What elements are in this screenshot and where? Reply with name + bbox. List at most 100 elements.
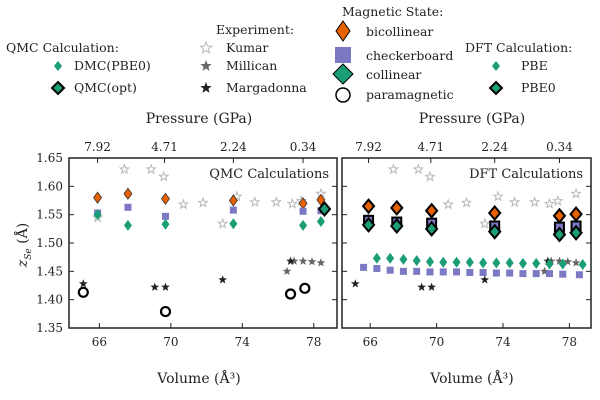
point-margadonna	[218, 275, 228, 284]
point-pbe0-collinear	[487, 223, 502, 240]
point-margadonna	[286, 256, 295, 265]
point-margadonna	[480, 275, 490, 284]
legend-qmc: QMC Calculation: DMC(PBE0) QMC(opt)	[6, 40, 151, 96]
point-pbe0-bicollinear	[424, 202, 439, 219]
point-dmc-pbe0-collinear	[93, 209, 102, 221]
top-tick-label: 2.24	[481, 140, 508, 154]
top-tick-label: 4.71	[417, 140, 444, 154]
point-pbe-collinear	[425, 256, 434, 268]
y-tick-label: 1.50	[36, 236, 63, 250]
point-pbe0-collinear	[389, 217, 404, 235]
point-margadonna	[543, 256, 553, 265]
legend-bicollinear-marker	[335, 20, 351, 42]
dft-panel: DFT Calculations 66 70 74 78 7.92 4.71 2.24 0.34	[341, 140, 592, 349]
legend-millican-marker	[200, 60, 212, 71]
legend-pbe-label: PBE	[521, 58, 548, 73]
point-kumar	[177, 198, 190, 210]
point-dmc-pbe0-collinear	[161, 218, 170, 230]
point-millican	[289, 256, 299, 265]
right-x-axis-label: Volume (Å³)	[429, 369, 513, 387]
point-kumar	[249, 196, 261, 208]
point-pbe0-bicollinear	[361, 198, 376, 215]
point-pbe-collinear	[465, 256, 474, 268]
point-pbe-checkerboard	[373, 265, 381, 272]
point-pbe-checkerboard	[360, 263, 368, 271]
point-qmc-opt-paramagnetic	[284, 288, 297, 300]
legend-millican-label: Millican	[226, 58, 277, 73]
point-pbe-checkerboard	[426, 268, 434, 276]
point-millican	[282, 266, 292, 276]
point-pbe0-bicollinear	[487, 204, 502, 222]
point-pbe0-bicollinear	[389, 199, 404, 216]
legend-bicollinear-label: bicollinear	[366, 24, 433, 39]
point-dmc-pbe0-bicollinear	[123, 187, 133, 200]
legend-dft: DFT Calculation: PBE PBE0	[465, 40, 572, 96]
top-tick-label: 7.92	[355, 140, 382, 154]
point-kumar	[460, 196, 473, 208]
x-tick-label: 66	[92, 335, 107, 349]
legend-paramagnetic-marker	[335, 87, 351, 103]
point-kumar	[570, 187, 582, 199]
point-dmc-pbe0-collinear	[299, 219, 308, 231]
legend-magnetic-title: Magnetic State:	[342, 4, 443, 19]
point-pbe-collinear	[545, 258, 554, 270]
legend-dft-title: DFT Calculation:	[465, 40, 572, 55]
point-qmc-opt-paramagnetic	[299, 282, 311, 294]
point-pbe-collinear	[558, 258, 567, 270]
top-tick-label: 2.24	[220, 140, 247, 154]
point-kumar	[387, 163, 400, 175]
y-tick-label: 1.35	[36, 321, 63, 335]
point-pbe-checkerboard	[492, 269, 500, 277]
legend-checkerboard-marker	[335, 47, 351, 63]
point-pbe-checkerboard	[559, 270, 567, 278]
point-pbe-checkerboard	[575, 271, 583, 279]
point-millican	[316, 258, 326, 267]
x-tick-label: 74	[235, 335, 251, 349]
y-axis-label: zSe (Å)	[13, 223, 34, 268]
point-pbe0-bicollinear	[569, 206, 583, 223]
x-tick-label: 70	[163, 335, 178, 349]
point-qmc-opt-paramagnetic	[77, 286, 89, 298]
legend-magnetic: Magnetic State: bicollinear checkerboard…	[332, 4, 454, 103]
point-pbe-checkerboard	[413, 267, 421, 275]
left-top-axis-label: Pressure (GPa)	[146, 111, 252, 127]
point-pbe-checkerboard	[453, 268, 461, 276]
point-pbe-collinear	[372, 252, 381, 264]
point-millican	[571, 258, 581, 267]
point-kumar	[442, 198, 454, 210]
point-millican	[563, 257, 573, 266]
point-millican	[546, 256, 556, 265]
point-pbe-collinear	[492, 257, 501, 269]
plot-frame	[341, 157, 592, 329]
legend-paramagnetic-label: paramagnetic	[366, 87, 454, 102]
x-tick-label: 74	[495, 335, 511, 349]
point-dmc-pbe0-collinear	[123, 219, 132, 231]
point-kumar	[424, 170, 436, 182]
point-millican	[298, 256, 308, 265]
point-margadonna	[161, 282, 170, 291]
point-pbe-checkerboard	[519, 270, 527, 278]
point-pbe-checkerboard	[399, 267, 407, 275]
x-tick-label: 78	[562, 335, 577, 349]
point-kumar	[479, 217, 491, 229]
legend-pbe0-label: PBE0	[521, 80, 556, 95]
top-tick-label: 0.34	[290, 140, 317, 154]
top-tick-label: 0.34	[546, 140, 573, 154]
point-kumar	[492, 190, 504, 202]
point-pbe-checkerboard	[386, 266, 394, 274]
dft-panel-title: DFT Calculations	[469, 167, 583, 182]
point-kumar	[145, 163, 157, 175]
point-pbe-checkerboard	[466, 268, 474, 276]
point-kumar	[543, 197, 556, 209]
point-dmc-pbe0-collinear	[316, 215, 325, 227]
legend-dmc-pbe0-marker	[54, 61, 62, 71]
point-dmc-pbe0-collinear	[229, 218, 238, 230]
point-pbe-collinear	[399, 253, 408, 265]
point-pbe0-collinear	[552, 226, 567, 243]
legend-dmc-pbe0-label: DMC(PBE0)	[74, 58, 151, 73]
point-kumar	[528, 196, 541, 208]
point-pbe-checkerboard	[479, 268, 487, 276]
point-kumar	[286, 197, 299, 209]
point-dmc-pbe0-bicollinear	[93, 191, 103, 204]
qmc-panel-title: QMC Calculations	[209, 167, 329, 182]
